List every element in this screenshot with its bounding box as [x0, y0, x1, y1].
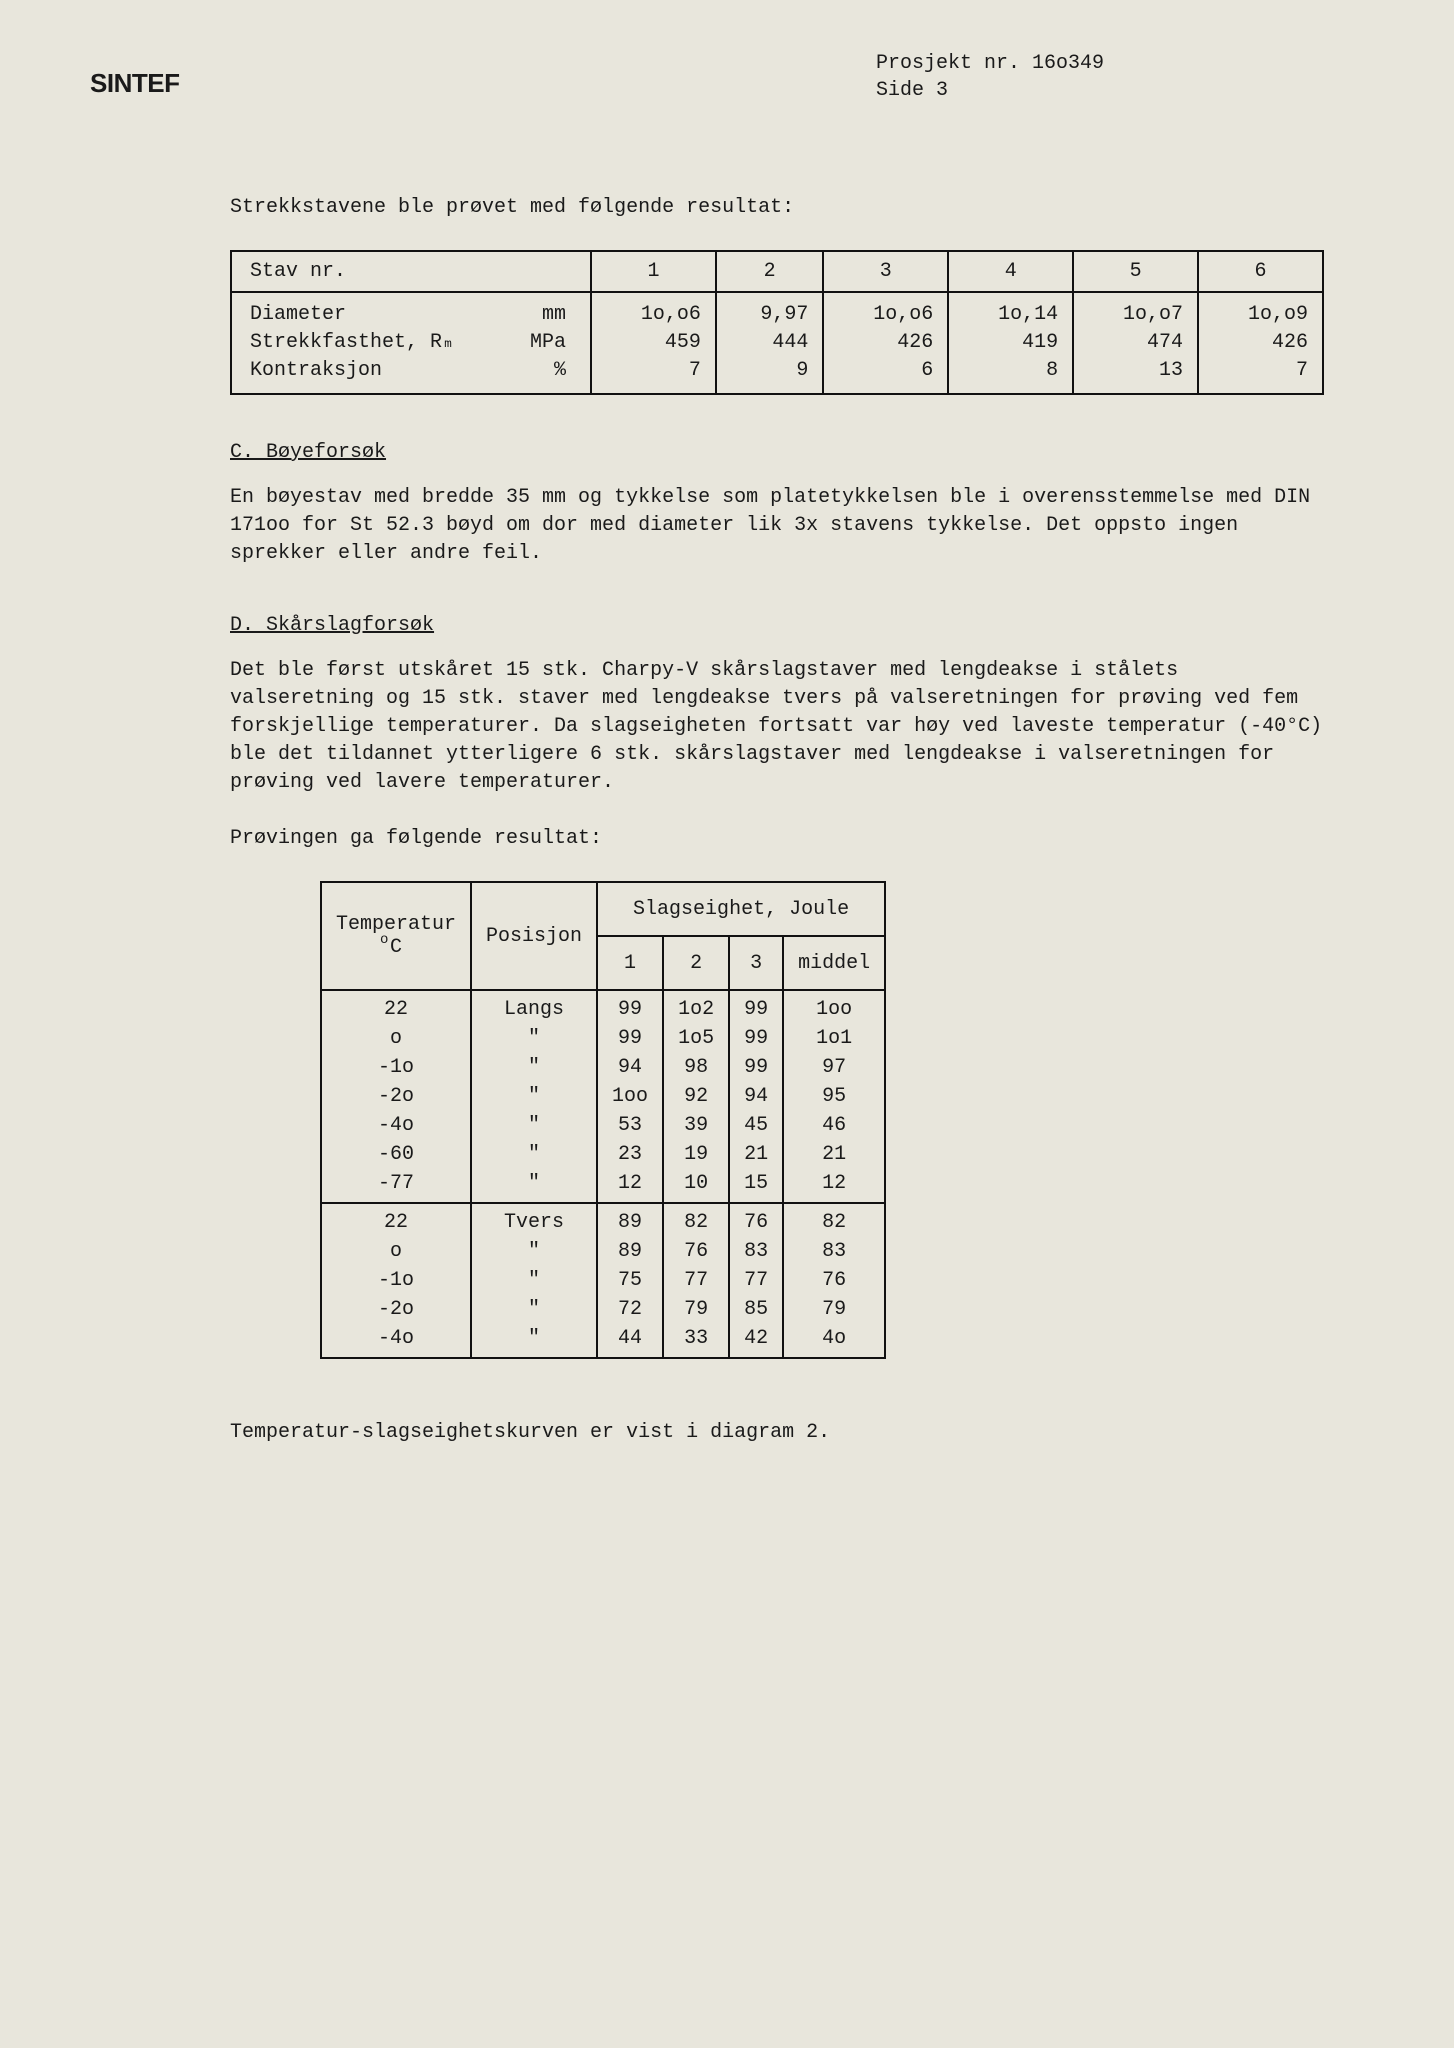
project-line: Prosjekt nr. 16o349 [876, 50, 1104, 77]
col-head: 5 [1073, 251, 1198, 292]
logo: SINTEF [90, 68, 179, 99]
stav-nr-label: Stav nr. [231, 251, 591, 292]
pos-cell: Tvers"""" [471, 1203, 597, 1358]
val-cell: 9999941oo532312 [597, 990, 663, 1203]
section-d-title: D. Skårslagforsøk [230, 614, 1324, 637]
section-d-text: Det ble først utskåret 15 stk. Charpy-V … [230, 657, 1324, 797]
footer-text: Temperatur-slagseighetskurven er vist i … [230, 1419, 1324, 1447]
val-cell: 1o21o59892391910 [663, 990, 729, 1203]
page-line: Side 3 [876, 77, 1104, 104]
data-cell: 9,974449 [716, 292, 823, 394]
data-cell: 1o,144198 [948, 292, 1073, 394]
val-cell: 8989757244 [597, 1203, 663, 1358]
table-row: Temperatur oC Posisjon Slagseighet, Joul… [321, 882, 885, 936]
col-temp: Temperatur oC [321, 882, 471, 990]
val-cell: 1oo1o19795462112 [783, 990, 885, 1203]
temp-cell: 22o-1o-2o-4o [321, 1203, 471, 1358]
sub-col: 2 [663, 936, 729, 990]
table-row: Diameter mm Strekkfasthet, Rₘ MPa Kontraks… [231, 292, 1323, 394]
data-cell: 1o,o94267 [1198, 292, 1323, 394]
project-number: 16o349 [1032, 52, 1104, 75]
row-label: Kontraksjon [250, 357, 382, 385]
table-row: Stav nr. 1 2 3 4 5 6 [231, 251, 1323, 292]
table-row: 22o-1o-2o-4o Tvers"""" 8989757244 827677… [321, 1203, 885, 1358]
intro-text-2: Prøvingen ga følgende resultat: [230, 825, 1324, 853]
col-slag: Slagseighet, Joule [597, 882, 885, 936]
page-label: Side [876, 79, 924, 102]
val-cell: 828376794o [783, 1203, 885, 1358]
data-cell: 1o,o64597 [591, 292, 716, 394]
val-cell: 99999994452115 [729, 990, 783, 1203]
data-cell: 1o,o747413 [1073, 292, 1198, 394]
col-pos: Posisjon [471, 882, 597, 990]
data-cell: 1o,o64266 [823, 292, 948, 394]
val-cell: 7683778542 [729, 1203, 783, 1358]
section-c-text: En bøyestav med bredde 35 mm og tykkelse… [230, 484, 1324, 568]
project-label: Prosjekt nr. [876, 52, 1020, 75]
pos-cell: Langs"""""" [471, 990, 597, 1203]
col-head: 1 [591, 251, 716, 292]
sub-col: middel [783, 936, 885, 990]
page-header: SINTEF Prosjekt nr. 16o349 Side 3 [90, 50, 1364, 104]
intro-text-1: Strekkstavene ble prøvet med følgende re… [230, 194, 1324, 222]
header-meta: Prosjekt nr. 16o349 Side 3 [876, 50, 1104, 104]
sub-col: 1 [597, 936, 663, 990]
val-cell: 8276777933 [663, 1203, 729, 1358]
impact-table: Temperatur oC Posisjon Slagseighet, Joul… [320, 881, 886, 1359]
row-unit: MPa [530, 329, 566, 357]
page-number: 3 [936, 79, 948, 102]
tensile-table: Stav nr. 1 2 3 4 5 6 Diameter mm Strekkfa… [230, 250, 1324, 395]
col-head: 4 [948, 251, 1073, 292]
section-c-title: C. Bøyeforsøk [230, 441, 1324, 464]
row-label: Diameter [250, 301, 346, 329]
content-body: Strekkstavene ble prøvet med følgende re… [230, 194, 1324, 1447]
sub-col: 3 [729, 936, 783, 990]
col-head: 6 [1198, 251, 1323, 292]
row-labels: Diameter mm Strekkfasthet, Rₘ MPa Kontraks… [231, 292, 591, 394]
col-head: 3 [823, 251, 948, 292]
col-head: 2 [716, 251, 823, 292]
temp-cell: 22o-1o-2o-4o-60-77 [321, 990, 471, 1203]
row-unit: mm [542, 301, 566, 329]
row-unit: % [554, 357, 566, 385]
table-row: 22o-1o-2o-4o-60-77 Langs"""""" 9999941oo… [321, 990, 885, 1203]
temp-label: Temperatur [336, 913, 456, 936]
temp-unit: C [390, 936, 402, 959]
row-label: Strekkfasthet, Rₘ [250, 329, 454, 357]
document-page: SINTEF Prosjekt nr. 16o349 Side 3 Strekk… [0, 0, 1454, 2048]
